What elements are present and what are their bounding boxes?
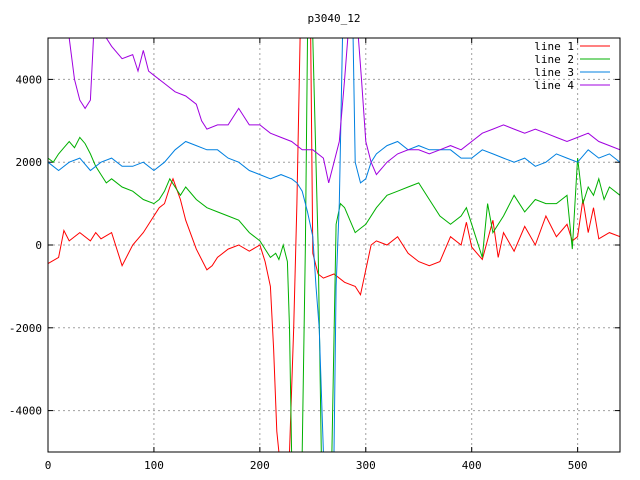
x-tick-label: 400 — [462, 459, 482, 472]
x-tick-label: 300 — [356, 459, 376, 472]
legend-label: line 1 — [534, 40, 574, 53]
series-line-3 — [48, 38, 620, 452]
axis-ticks: 0 100 200 300 400 500 -4000 -2000 0 2000 4000 — [9, 38, 620, 472]
series-line-4 — [48, 38, 620, 184]
plot-area — [48, 38, 620, 452]
legend-label: line 3 — [534, 66, 574, 79]
legend-label: line 2 — [534, 53, 574, 66]
series-lines — [48, 38, 620, 452]
x-tick-label: 0 — [45, 459, 52, 472]
x-tick-label: 200 — [250, 459, 270, 472]
x-tick-label: 500 — [568, 459, 588, 472]
chart-title: p3040_12 — [308, 12, 361, 25]
series-line-1 — [48, 38, 620, 452]
plot-frame — [47, 37, 621, 453]
series-line-2 — [48, 38, 620, 452]
y-tick-label: -2000 — [9, 322, 42, 335]
x-tick-label: 100 — [144, 459, 164, 472]
grid — [48, 38, 620, 452]
y-tick-label: 2000 — [16, 156, 43, 169]
y-tick-label: 0 — [35, 239, 42, 252]
y-tick-label: -4000 — [9, 405, 42, 418]
legend-label: line 4 — [534, 79, 574, 92]
y-tick-label: 4000 — [16, 73, 43, 86]
